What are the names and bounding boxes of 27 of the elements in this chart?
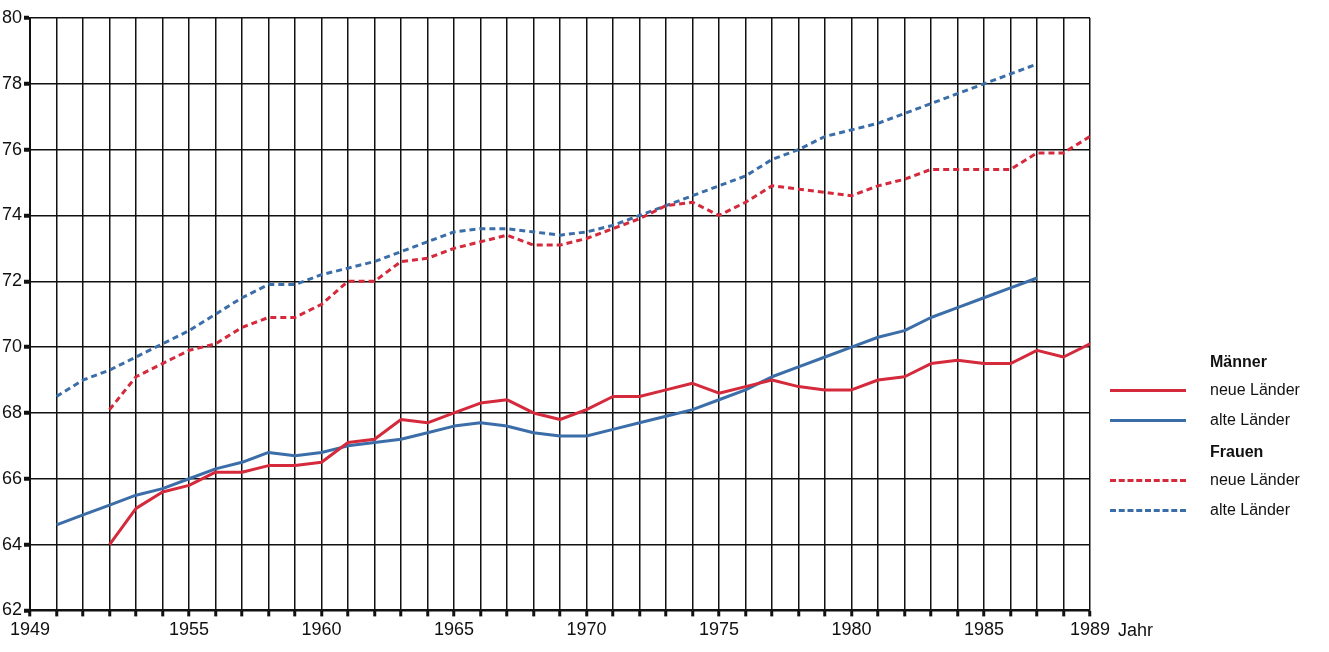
x-tick-label: 1989 — [1069, 619, 1111, 640]
y-tick-label: 80 — [1, 6, 23, 27]
x-tick-label: 1975 — [698, 619, 740, 640]
y-tick-label: 78 — [1, 72, 23, 93]
y-tick-label: 66 — [1, 467, 23, 488]
x-tick-label: 1985 — [963, 619, 1005, 640]
y-tick-label: 62 — [1, 599, 23, 620]
x-tick-label: 1960 — [301, 619, 342, 640]
y-tick-label: 76 — [1, 138, 23, 159]
x-axis-title: Jahr — [1118, 620, 1154, 641]
x-tick-label: 1980 — [831, 619, 872, 640]
y-tick-label: 72 — [1, 270, 23, 291]
legend-label: alte Länder — [1210, 501, 1291, 519]
y-tick-label: 74 — [1, 204, 23, 225]
y-tick-label: 68 — [1, 401, 23, 422]
legend-label: neue Länder — [1210, 471, 1300, 489]
legend-label: alte Länder — [1210, 411, 1291, 429]
text: Frauen — [1210, 443, 1265, 461]
x-tick-label: 1965 — [433, 619, 475, 640]
x-tick-label: 1955 — [168, 619, 210, 640]
y-tick-label: 64 — [1, 533, 23, 554]
legend-label: neue Länder — [1210, 381, 1300, 399]
text: Männer — [1210, 353, 1268, 371]
y-tick-label: 70 — [1, 336, 23, 357]
line-series — [108, 134, 1090, 412]
x-tick-label: 1970 — [566, 619, 607, 640]
x-tick-label: 1949 — [10, 619, 51, 640]
